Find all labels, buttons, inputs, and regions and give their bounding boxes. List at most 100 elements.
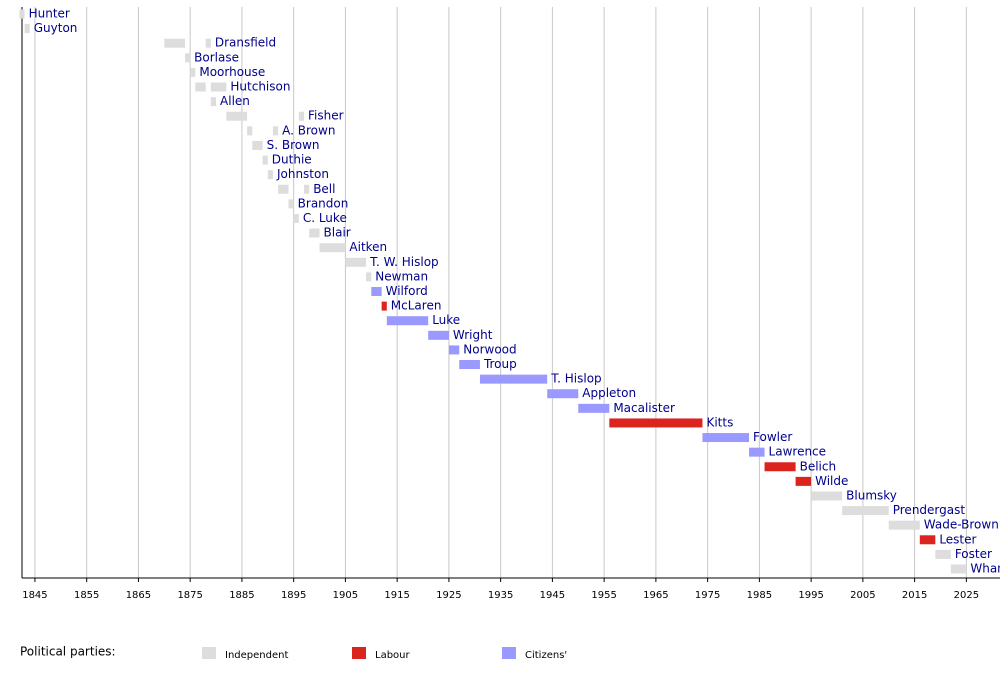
mayor-label: Prendergast [893, 503, 966, 517]
term-bar [578, 403, 610, 413]
term-bar [428, 330, 449, 340]
mayor-label: Appleton [582, 386, 636, 400]
mayor-label: Wade-Brown [924, 518, 999, 532]
mayor-label: C. Luke [303, 211, 347, 225]
term-bar [304, 184, 310, 194]
term-bar [185, 53, 191, 63]
term-bar [609, 418, 703, 428]
mayor-label: Fowler [753, 430, 792, 444]
legend-swatch [502, 647, 516, 659]
term-bar [935, 549, 951, 559]
mayor-label: Newman [375, 269, 428, 283]
mayor-label: Luke [432, 313, 460, 327]
term-bar [205, 38, 211, 48]
term-bar [345, 257, 367, 267]
term-bar [749, 447, 765, 457]
term-bar [247, 126, 253, 136]
x-tick-label: 2025 [954, 590, 979, 601]
mayor-label: Wilde [815, 474, 848, 488]
term-bar [210, 97, 217, 107]
x-tick-label: 1985 [747, 590, 772, 601]
term-bar [262, 155, 268, 165]
term-bar [479, 374, 548, 384]
legend-title: Political parties: [20, 645, 116, 659]
x-tick-label: 1855 [74, 590, 99, 601]
x-tick-label: 1935 [488, 590, 513, 601]
mayor-label: Lawrence [769, 445, 827, 459]
mayor-label: Troup [483, 357, 517, 371]
mayor-label: Hunter [29, 7, 70, 21]
term-bar [226, 111, 248, 121]
x-tick-label: 1925 [436, 590, 461, 601]
term-bar [366, 272, 372, 282]
term-bar [190, 67, 196, 77]
mayor-label: Allen [220, 94, 250, 108]
term-bar [919, 535, 936, 545]
term-bar [164, 38, 185, 48]
term-bar [278, 184, 289, 194]
term-bar [381, 301, 387, 311]
x-tick-label: 1975 [695, 590, 720, 601]
mayor-label: Wilford [386, 284, 428, 298]
mayor-label: Aitken [349, 240, 387, 254]
legend-label: Citizens' [525, 650, 567, 661]
term-bar [795, 476, 812, 486]
mayor-label: Guyton [34, 21, 78, 35]
term-bar [24, 24, 30, 34]
mayor-label: Macalister [613, 401, 675, 415]
x-tick-label: 1995 [798, 590, 823, 601]
mayor-label: Dransfield [215, 36, 276, 50]
mayor-label: Moorhouse [199, 65, 265, 79]
mayor-label: Blumsky [846, 488, 897, 502]
x-tick-label: 1885 [229, 590, 254, 601]
mayor-label: Foster [955, 547, 992, 561]
x-tick-label: 1895 [281, 590, 306, 601]
mayor-label: Duthie [272, 153, 312, 167]
term-bar [298, 111, 305, 121]
term-bar [319, 243, 346, 253]
x-tick-label: 1875 [177, 590, 202, 601]
term-bar [764, 462, 796, 472]
term-bar [371, 287, 382, 296]
term-bar [950, 564, 967, 574]
mayor-label: T. Hislop [550, 372, 601, 386]
legend-swatch [352, 647, 366, 659]
mayor-label: Lester [939, 532, 976, 546]
term-bar [386, 316, 429, 326]
term-bar [195, 82, 206, 92]
x-tick-label: 2005 [850, 590, 875, 601]
x-tick-label: 1945 [540, 590, 565, 601]
mayor-label: Johnston [276, 167, 329, 181]
term-bar [842, 506, 889, 516]
x-tick-label: 2015 [902, 590, 927, 601]
x-tick-label: 1905 [333, 590, 358, 601]
term-bar [272, 126, 279, 136]
term-bar [210, 82, 227, 92]
x-tick-label: 1955 [591, 590, 616, 601]
mayor-label: Blair [324, 226, 351, 240]
term-bar [267, 170, 273, 180]
x-tick-label: 1965 [643, 590, 668, 601]
mayor-label: Fisher [308, 109, 344, 123]
mayor-label: Brandon [298, 196, 349, 210]
legend-label: Labour [375, 650, 411, 661]
legend-swatch [202, 647, 216, 659]
term-bar [702, 433, 750, 443]
mayor-label: Belich [800, 459, 837, 473]
x-tick-label: 1845 [22, 590, 47, 601]
mayor-label: Hutchison [230, 80, 290, 94]
term-bar [309, 228, 320, 238]
mayor-label: T. W. Hislop [369, 255, 439, 269]
term-bar [288, 199, 294, 209]
x-tick-label: 1865 [126, 590, 151, 601]
mayor-label: Whanau [970, 562, 1000, 576]
term-bar [547, 389, 579, 399]
mayor-label: Wright [453, 328, 493, 342]
term-bar [459, 360, 480, 370]
term-bar [811, 491, 843, 501]
mayor-label: A. Brown [282, 123, 335, 137]
term-bar [19, 9, 25, 19]
legend-label: Independent [225, 650, 288, 661]
